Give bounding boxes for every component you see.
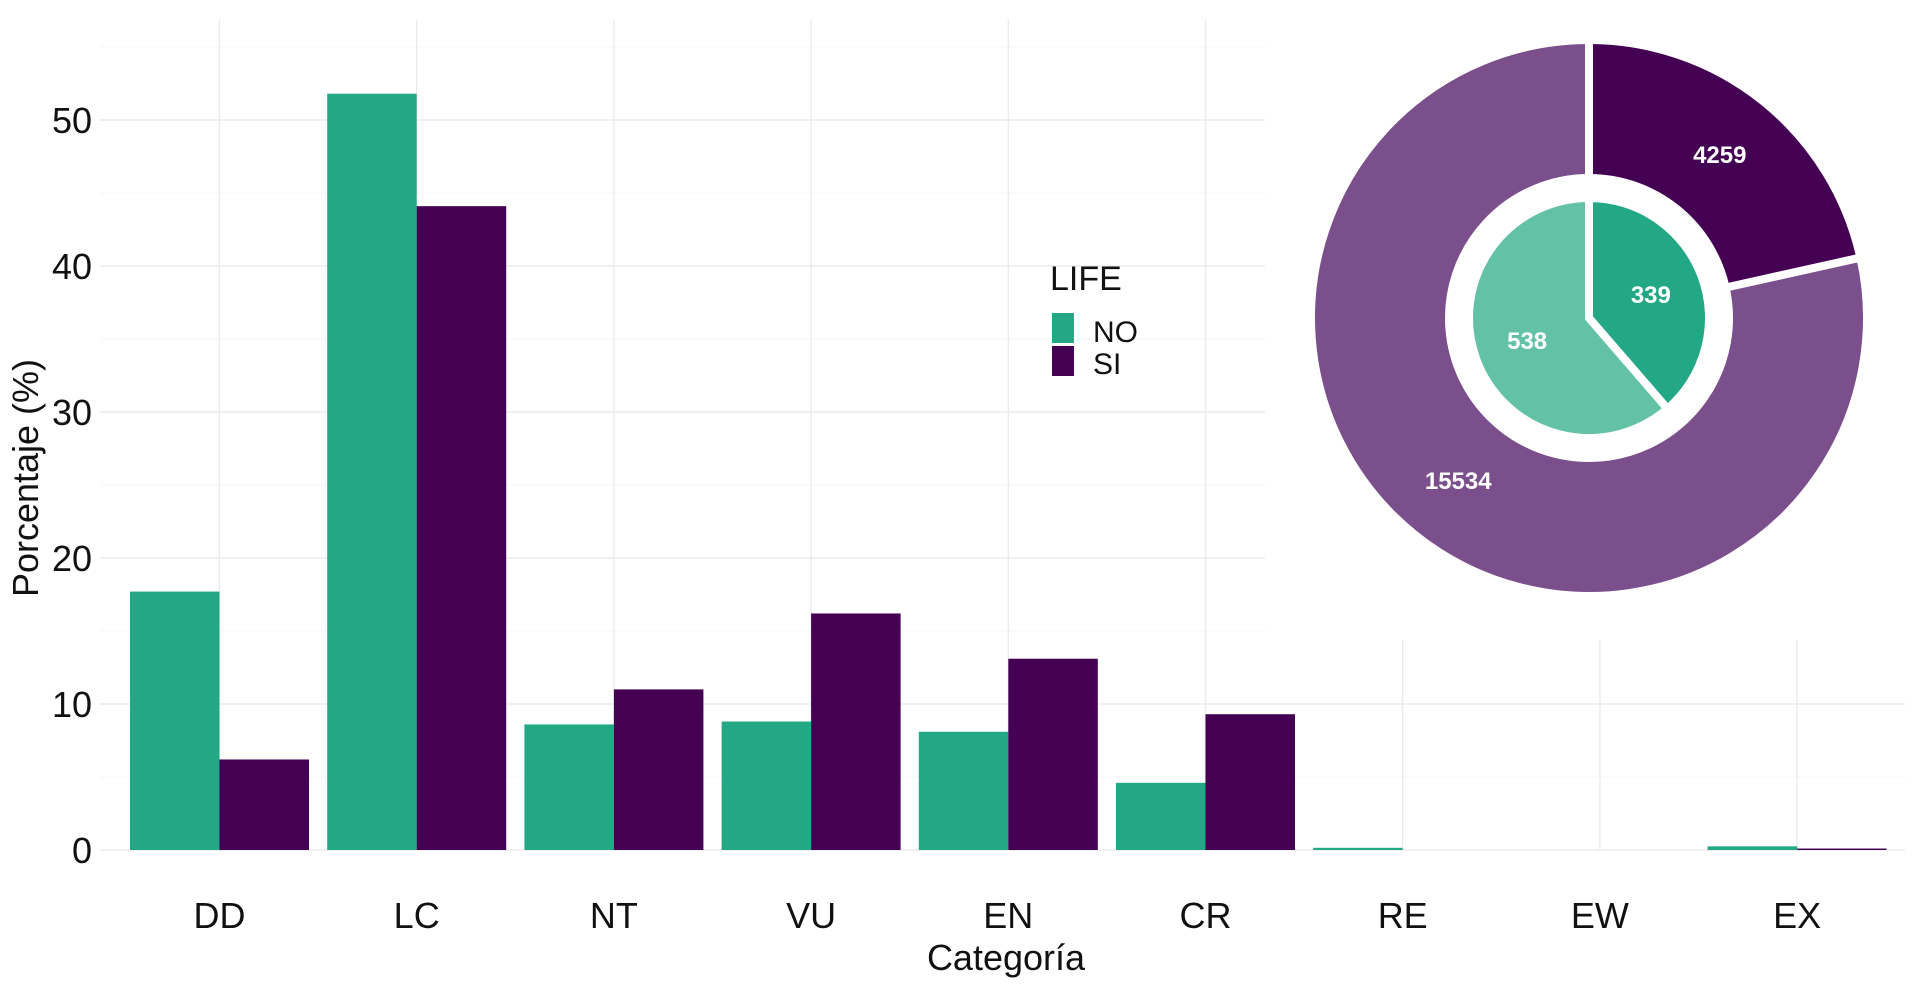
- pie-slice-outer-4259: [1585, 35, 1866, 293]
- x-tick-label: CR: [1180, 895, 1232, 936]
- y-tick-label: 20: [52, 538, 92, 579]
- pie-slice-outer-15534: [1307, 35, 1871, 600]
- bar-si-dd: [219, 759, 309, 850]
- bar-no-dd: [130, 591, 220, 850]
- pie-label-inner: 339: [1631, 282, 1671, 309]
- bar-si-lc: [416, 206, 507, 850]
- bars: [130, 93, 1887, 851]
- y-tick-label: 50: [52, 100, 92, 141]
- nested-donut-chart: 4259 15534 339 538: [1265, 0, 1920, 640]
- pie-label-outer: 4259: [1693, 142, 1746, 169]
- x-tick-label: EN: [983, 895, 1033, 936]
- y-tick-label: 40: [52, 246, 92, 287]
- legend-title: LIFE: [1050, 260, 1122, 298]
- legend: LIFE NO SI: [1050, 260, 1138, 381]
- bar-si-nt: [613, 689, 704, 850]
- x-tick-label: LC: [394, 895, 440, 936]
- x-axis-title: Categoría: [927, 937, 1086, 978]
- pie-slice-inner-339: [1585, 193, 1713, 415]
- pie-slice-inner-538: [1465, 193, 1674, 442]
- bar-no-ex: [1707, 846, 1798, 850]
- bar-si-vu: [811, 613, 901, 850]
- legend-swatch-si: [1052, 346, 1074, 376]
- y-tick-label: 0: [72, 830, 92, 871]
- bar-si-cr: [1205, 714, 1295, 850]
- legend-label-si: SI: [1093, 348, 1121, 381]
- bar-si-en: [1008, 658, 1098, 850]
- x-tick-label: RE: [1378, 895, 1428, 936]
- bar-no-nt: [524, 724, 614, 850]
- bar-no-vu: [721, 721, 812, 850]
- bar-si-ex: [1797, 848, 1887, 850]
- y-axis: 0 10 20 30 40 50: [52, 100, 92, 871]
- pie-label-outer: 15534: [1425, 468, 1492, 495]
- pie-label-inner: 538: [1507, 328, 1547, 355]
- x-tick-label: EW: [1571, 895, 1629, 936]
- y-axis-title: Porcentaje (%): [5, 359, 46, 597]
- bar-no-en: [918, 731, 1009, 850]
- bar-no-lc: [327, 93, 417, 851]
- y-tick-label: 10: [52, 684, 92, 725]
- x-tick-label: EX: [1773, 895, 1821, 936]
- x-tick-label: NT: [590, 895, 638, 936]
- bar-no-cr: [1116, 782, 1206, 850]
- legend-swatch-no: [1052, 313, 1074, 343]
- x-axis: DD LC NT VU EN CR RE EW EX: [194, 895, 1822, 936]
- legend-label-no: NO: [1093, 316, 1138, 349]
- bar-no-re: [1313, 847, 1403, 850]
- x-tick-label: DD: [194, 895, 246, 936]
- y-tick-label: 30: [52, 392, 92, 433]
- x-tick-label: VU: [786, 895, 836, 936]
